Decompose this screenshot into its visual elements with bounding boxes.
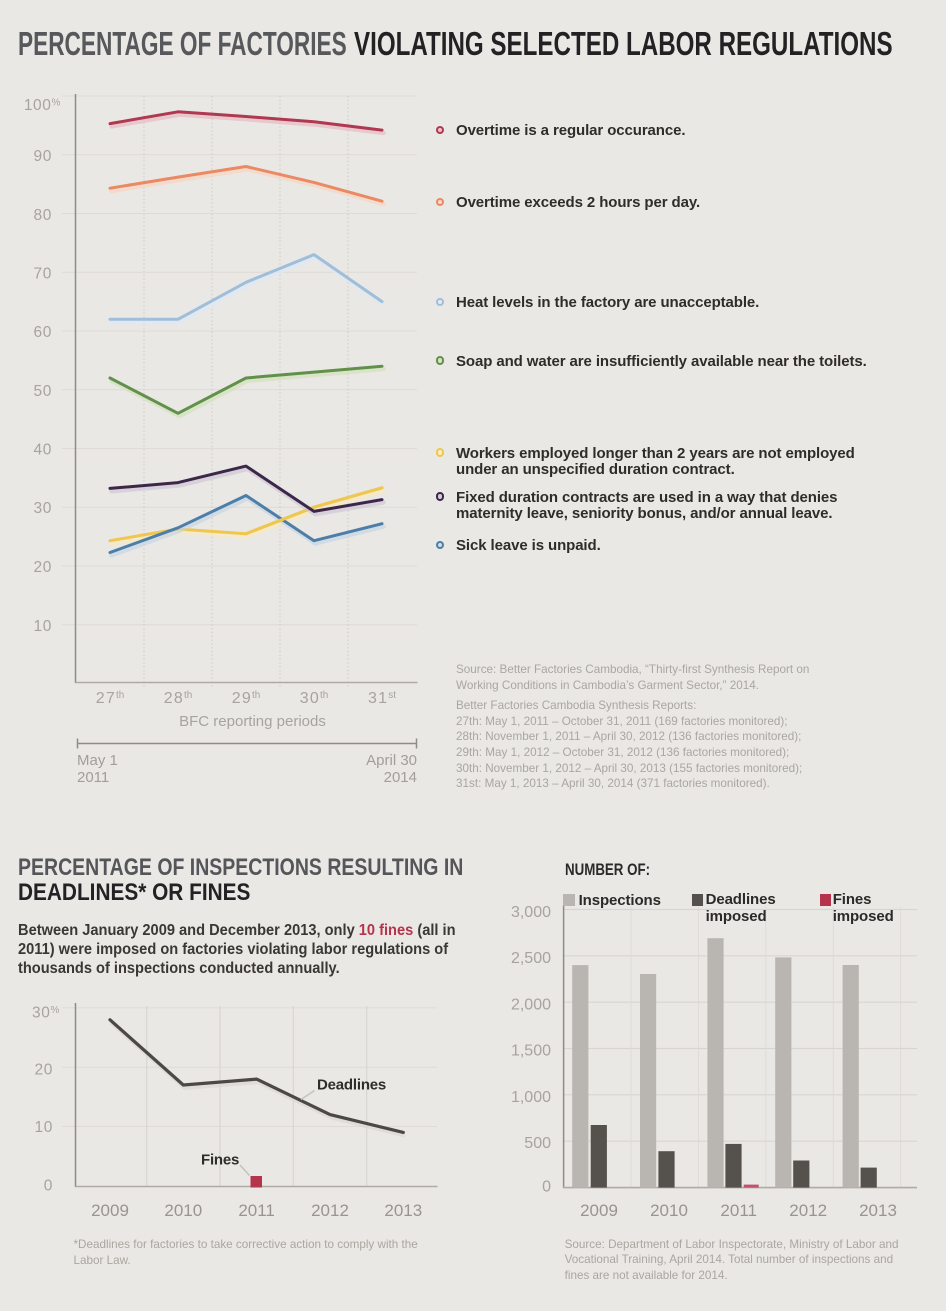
svg-text:10: 10	[34, 618, 52, 635]
svg-text:2010: 2010	[164, 1201, 202, 1220]
svg-text:40: 40	[34, 442, 52, 459]
svg-text:1,000: 1,000	[511, 1089, 551, 1106]
svg-text:70: 70	[34, 266, 52, 283]
svg-text:20: 20	[34, 559, 52, 576]
svg-text:0: 0	[542, 1179, 551, 1196]
svg-text:30%: 30%	[32, 1005, 60, 1022]
svg-text:80: 80	[34, 207, 52, 224]
svg-text:50: 50	[34, 383, 52, 400]
svg-text:30: 30	[34, 500, 52, 517]
svg-text:20: 20	[35, 1062, 53, 1079]
svg-text:2013: 2013	[384, 1201, 422, 1220]
svg-text:2009: 2009	[580, 1201, 618, 1220]
svg-text:3,000: 3,000	[511, 904, 551, 921]
svg-text:Deadlines: Deadlines	[317, 1077, 386, 1094]
svg-text:1,500: 1,500	[511, 1043, 551, 1060]
svg-text:2011: 2011	[720, 1201, 757, 1220]
svg-text:2,500: 2,500	[511, 950, 551, 967]
svg-text:Fines: Fines	[201, 1152, 239, 1169]
svg-text:2013: 2013	[859, 1201, 897, 1220]
svg-text:90: 90	[34, 148, 52, 165]
svg-text:2012: 2012	[789, 1201, 827, 1220]
svg-text:2011: 2011	[238, 1201, 275, 1220]
svg-text:60: 60	[34, 324, 52, 341]
svg-text:0: 0	[44, 1178, 53, 1195]
svg-text:2010: 2010	[650, 1201, 688, 1220]
svg-text:500: 500	[524, 1135, 551, 1152]
svg-text:2,000: 2,000	[511, 997, 551, 1014]
svg-text:2012: 2012	[311, 1201, 349, 1220]
svg-text:10: 10	[35, 1119, 53, 1136]
svg-text:2009: 2009	[91, 1201, 129, 1220]
svg-text:100%: 100%	[24, 97, 61, 114]
